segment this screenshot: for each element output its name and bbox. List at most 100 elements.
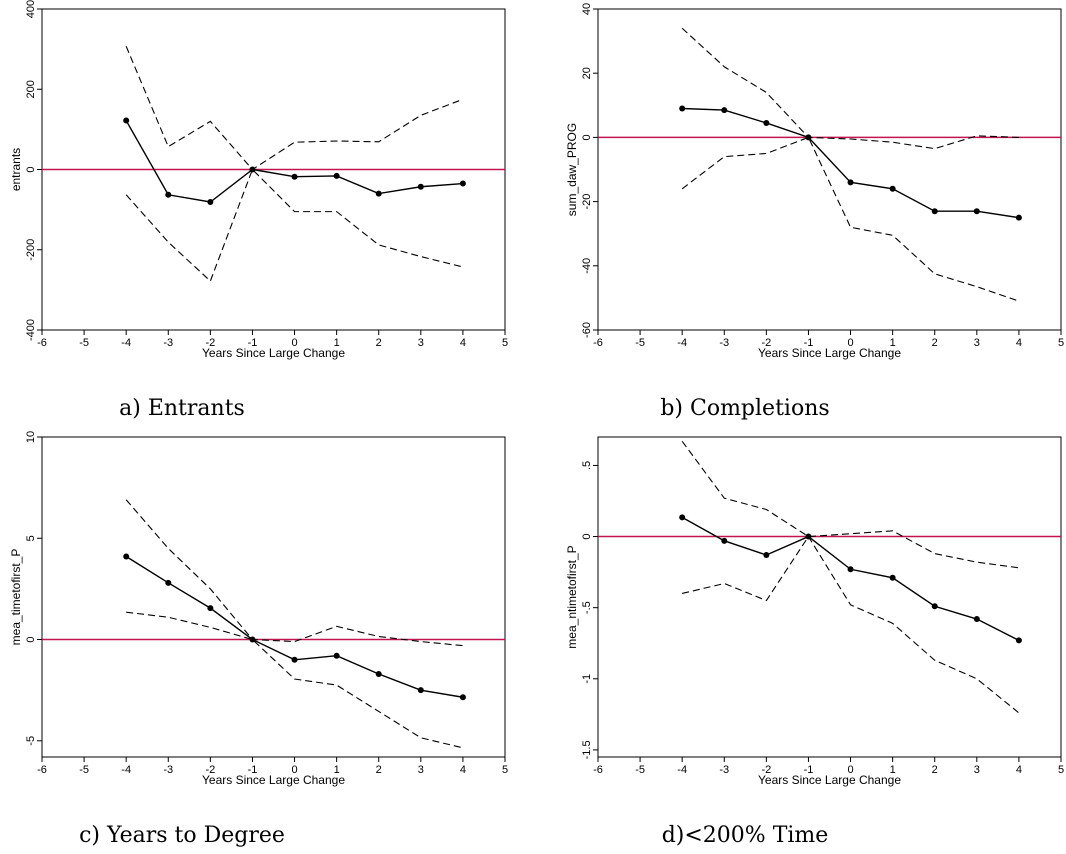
estimate-line bbox=[125, 120, 463, 203]
x-tick-label: -6 bbox=[593, 337, 603, 349]
x-tick-label: -3 bbox=[719, 764, 729, 776]
estimate-point bbox=[207, 605, 214, 612]
estimate-point bbox=[249, 636, 256, 643]
estimate-point bbox=[123, 553, 130, 560]
lower-confidence-line bbox=[681, 136, 1020, 302]
x-tick-label: -2 bbox=[205, 337, 215, 349]
y-axis-title: entrants bbox=[9, 148, 23, 191]
estimate-point bbox=[417, 687, 424, 694]
x-tick-label: 3 bbox=[974, 764, 980, 776]
x-tick-label: -6 bbox=[37, 337, 47, 349]
x-tick-label: 0 bbox=[291, 337, 297, 349]
lower-confidence-line bbox=[126, 611, 464, 749]
x-tick-label: 1 bbox=[334, 337, 340, 349]
x-tick-label: 3 bbox=[418, 764, 424, 776]
estimate-point bbox=[763, 119, 770, 126]
estimate-point bbox=[679, 514, 686, 521]
x-tick-label: -1 bbox=[804, 764, 814, 776]
chart-panel-4: -6 -5 -4 -3 -2 -1 0 1 2 3 4 5 -1.5 -1 -.5 0 .5 Years Sinc… bbox=[565, 436, 1064, 848]
estimate-point bbox=[123, 117, 130, 124]
estimate-point bbox=[973, 208, 980, 215]
x-tick-label: 0 bbox=[847, 764, 853, 776]
estimate-point bbox=[805, 134, 812, 141]
x-tick-label: -5 bbox=[79, 764, 89, 776]
x-tick-label: 1 bbox=[890, 337, 896, 349]
estimate-point bbox=[291, 656, 298, 663]
y-tick-label: -400 bbox=[25, 319, 37, 341]
y-tick-label: 400 bbox=[25, 0, 37, 18]
x-axis-title: Years Since Large Change bbox=[202, 773, 345, 787]
x-tick-label: 4 bbox=[460, 764, 466, 776]
estimate-point bbox=[973, 616, 980, 623]
x-tick-label: -5 bbox=[79, 337, 89, 349]
x-tick-label: 3 bbox=[974, 337, 980, 349]
estimate-point bbox=[375, 190, 382, 197]
y-tick-label: 0 bbox=[581, 134, 593, 140]
x-axis-title: Years Since Large Change bbox=[202, 346, 345, 360]
x-tick-label: -4 bbox=[677, 764, 687, 776]
plot-frame bbox=[597, 436, 1062, 758]
x-tick-label: -3 bbox=[163, 337, 173, 349]
estimate-point bbox=[1015, 637, 1022, 644]
estimate-point bbox=[721, 107, 728, 114]
x-tick-label: -4 bbox=[677, 337, 687, 349]
panel-caption: a) Entrants bbox=[119, 396, 245, 421]
x-tick-label: 4 bbox=[460, 337, 466, 349]
estimate-point bbox=[291, 173, 298, 180]
chart-panel-3: -6 -5 -4 -3 -2 -1 0 1 2 3 4 5 -5 0 5 10 Years Since Larg… bbox=[9, 431, 508, 848]
y-tick-label: 0 bbox=[25, 636, 37, 642]
estimate-point bbox=[805, 533, 812, 540]
estimate-point bbox=[459, 180, 466, 187]
y-axis-title: mea_ntimetofirst_P bbox=[565, 545, 579, 648]
upper-confidence-line bbox=[681, 440, 1019, 569]
x-tick-label: 0 bbox=[291, 764, 297, 776]
estimate-point bbox=[889, 574, 896, 581]
y-tick-label: 0 bbox=[581, 533, 593, 539]
estimate-point bbox=[931, 208, 938, 215]
x-tick-label: 4 bbox=[1016, 337, 1022, 349]
y-tick-label: .5 bbox=[581, 461, 593, 470]
upper-confidence-line bbox=[681, 27, 1019, 150]
y-tick-label: -40 bbox=[581, 258, 593, 274]
y-tick-label: -.5 bbox=[581, 601, 593, 614]
x-tick-label: -2 bbox=[761, 764, 771, 776]
x-tick-label: -4 bbox=[121, 764, 131, 776]
estimate-point bbox=[333, 172, 340, 179]
estimate-point bbox=[1015, 214, 1022, 221]
estimate-point bbox=[679, 105, 686, 112]
y-tick-label: -60 bbox=[581, 322, 593, 338]
x-tick-label: -5 bbox=[635, 337, 645, 349]
estimate-point bbox=[375, 670, 382, 677]
x-tick-label: -4 bbox=[121, 337, 131, 349]
x-tick-label: 5 bbox=[502, 337, 508, 349]
x-tick-label: -3 bbox=[719, 337, 729, 349]
x-tick-label: -3 bbox=[163, 764, 173, 776]
plot-frame bbox=[41, 436, 506, 758]
estimate-point bbox=[847, 179, 854, 186]
estimate-point bbox=[165, 191, 172, 198]
x-tick-label: -2 bbox=[205, 764, 215, 776]
y-tick-label: -200 bbox=[25, 239, 37, 261]
x-tick-label: -6 bbox=[593, 764, 603, 776]
panel-caption: b) Completions bbox=[660, 396, 829, 421]
y-tick-label: -1 bbox=[581, 674, 593, 684]
y-tick-label: -5 bbox=[25, 736, 37, 746]
x-tick-label: -5 bbox=[635, 764, 645, 776]
y-tick-label: 20 bbox=[581, 67, 593, 79]
y-tick-label: -20 bbox=[581, 194, 593, 210]
estimate-point bbox=[847, 566, 854, 573]
plot-frame bbox=[597, 8, 1062, 331]
x-tick-label: -1 bbox=[804, 337, 814, 349]
upper-confidence-line bbox=[125, 46, 464, 171]
estimate-point bbox=[417, 183, 424, 190]
x-tick-label: 1 bbox=[334, 764, 340, 776]
x-tick-label: 5 bbox=[1058, 764, 1064, 776]
x-tick-label: -6 bbox=[37, 764, 47, 776]
lower-confidence-line bbox=[125, 168, 464, 283]
upper-confidence-line bbox=[125, 499, 463, 647]
y-tick-label: 0 bbox=[25, 166, 37, 172]
y-tick-label: 40 bbox=[581, 3, 593, 15]
y-tick-label: 200 bbox=[25, 80, 37, 98]
chart-panel-2: -6 -5 -4 -3 -2 -1 0 1 2 3 4 5 -60 -40 -20 0 20 40 Years Si… bbox=[565, 3, 1064, 421]
